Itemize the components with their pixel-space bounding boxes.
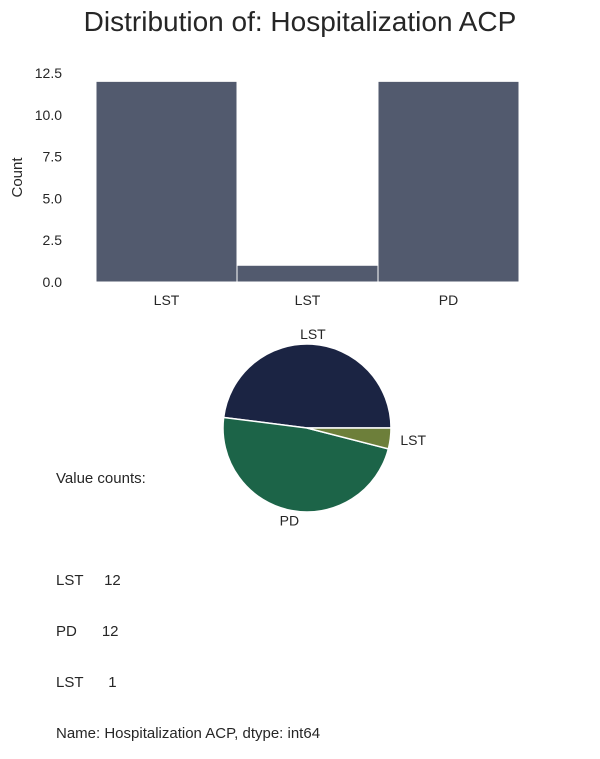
- y-tick-label: 10.0: [35, 107, 62, 123]
- pie-label: LST: [400, 432, 426, 448]
- pie-slice: [306, 427, 392, 450]
- y-tick-label: 5.0: [43, 190, 63, 206]
- pie-label: PD: [280, 512, 299, 528]
- y-tick-label: 7.5: [43, 149, 63, 165]
- pie-chart: LST PD LST: [222, 326, 426, 528]
- value-counts-row: PD 12: [56, 623, 119, 640]
- y-axis-label: Count: [9, 157, 26, 198]
- pie-slice: [222, 416, 390, 513]
- value-counts-row: LST 1: [56, 674, 117, 691]
- y-tick-label: 12.5: [35, 65, 62, 81]
- pie-slice: [222, 343, 392, 429]
- value-counts-blank: [56, 521, 320, 538]
- x-tick-label: PD: [439, 292, 458, 308]
- value-counts-text: Value counts: LST 12 PD 12 LST 1 Name: H…: [56, 436, 320, 759]
- x-tick-label: LST: [295, 292, 321, 308]
- bar-chart: LST LST PD 0.0 2.5 5.0 7.5 10.0 12.5 Count: [9, 65, 520, 308]
- chart-title: Distribution of: Hospitalization ACP: [83, 6, 517, 37]
- value-counts-row: LST 12: [56, 572, 121, 589]
- pie-label: LST: [300, 326, 326, 342]
- value-counts-header: Value counts:: [56, 470, 146, 487]
- bar: [377, 80, 520, 283]
- x-tick-label: LST: [154, 292, 180, 308]
- bar: [95, 80, 238, 283]
- value-counts-footer: Name: Hospitalization ACP, dtype: int64: [56, 725, 321, 742]
- y-tick-label: 2.5: [43, 232, 63, 248]
- y-tick-label: 0.0: [43, 274, 63, 290]
- bar: [236, 264, 379, 283]
